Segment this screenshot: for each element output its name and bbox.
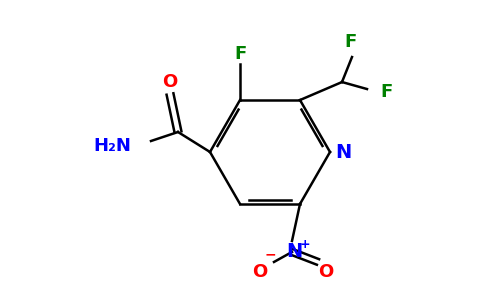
Text: F: F <box>380 83 392 101</box>
Text: F: F <box>234 45 246 63</box>
Text: N: N <box>335 142 351 161</box>
Text: O: O <box>162 73 178 91</box>
Text: F: F <box>344 33 356 51</box>
Text: +: + <box>300 238 310 251</box>
Text: N: N <box>286 242 302 262</box>
Text: −: − <box>264 247 276 261</box>
Text: O: O <box>318 263 333 281</box>
Text: O: O <box>252 263 268 281</box>
Text: H₂N: H₂N <box>93 137 131 155</box>
